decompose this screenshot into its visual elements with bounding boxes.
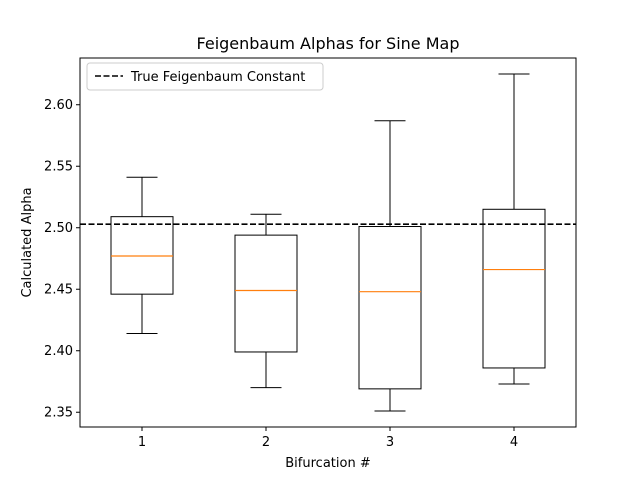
y-tick-label: 2.55 bbox=[44, 160, 73, 175]
legend-box bbox=[86, 62, 324, 91]
plot-area: 2.35 2.40 2.45 2.50 2.55 2.60 1 2 3 4 bbox=[44, 57, 577, 450]
y-tick-label: 2.50 bbox=[44, 221, 73, 236]
x-tick-label: 3 bbox=[386, 435, 394, 450]
y-tick-label: 2.35 bbox=[44, 406, 73, 421]
x-tick-label: 1 bbox=[138, 435, 146, 450]
box-2-iqr bbox=[234, 234, 298, 353]
y-axis-label: Calculated Alpha bbox=[20, 187, 35, 297]
x-tick-label: 2 bbox=[262, 435, 270, 450]
x-axis-label: Bifurcation # bbox=[285, 456, 370, 471]
y-tick-label: 2.60 bbox=[44, 98, 73, 113]
y-tick-label: 2.45 bbox=[44, 283, 73, 298]
box-3-iqr bbox=[358, 226, 422, 390]
chart-title: Feigenbaum Alphas for Sine Map bbox=[197, 34, 460, 53]
x-tick-label: 4 bbox=[510, 435, 518, 450]
axes-frame bbox=[79, 57, 577, 428]
y-tick-label: 2.40 bbox=[44, 344, 73, 359]
box-1-iqr bbox=[110, 216, 174, 295]
box-4-iqr bbox=[482, 208, 546, 369]
legend-entry-reference-line: True Feigenbaum Constant bbox=[130, 70, 305, 85]
legend: True Feigenbaum Constant bbox=[86, 62, 324, 91]
